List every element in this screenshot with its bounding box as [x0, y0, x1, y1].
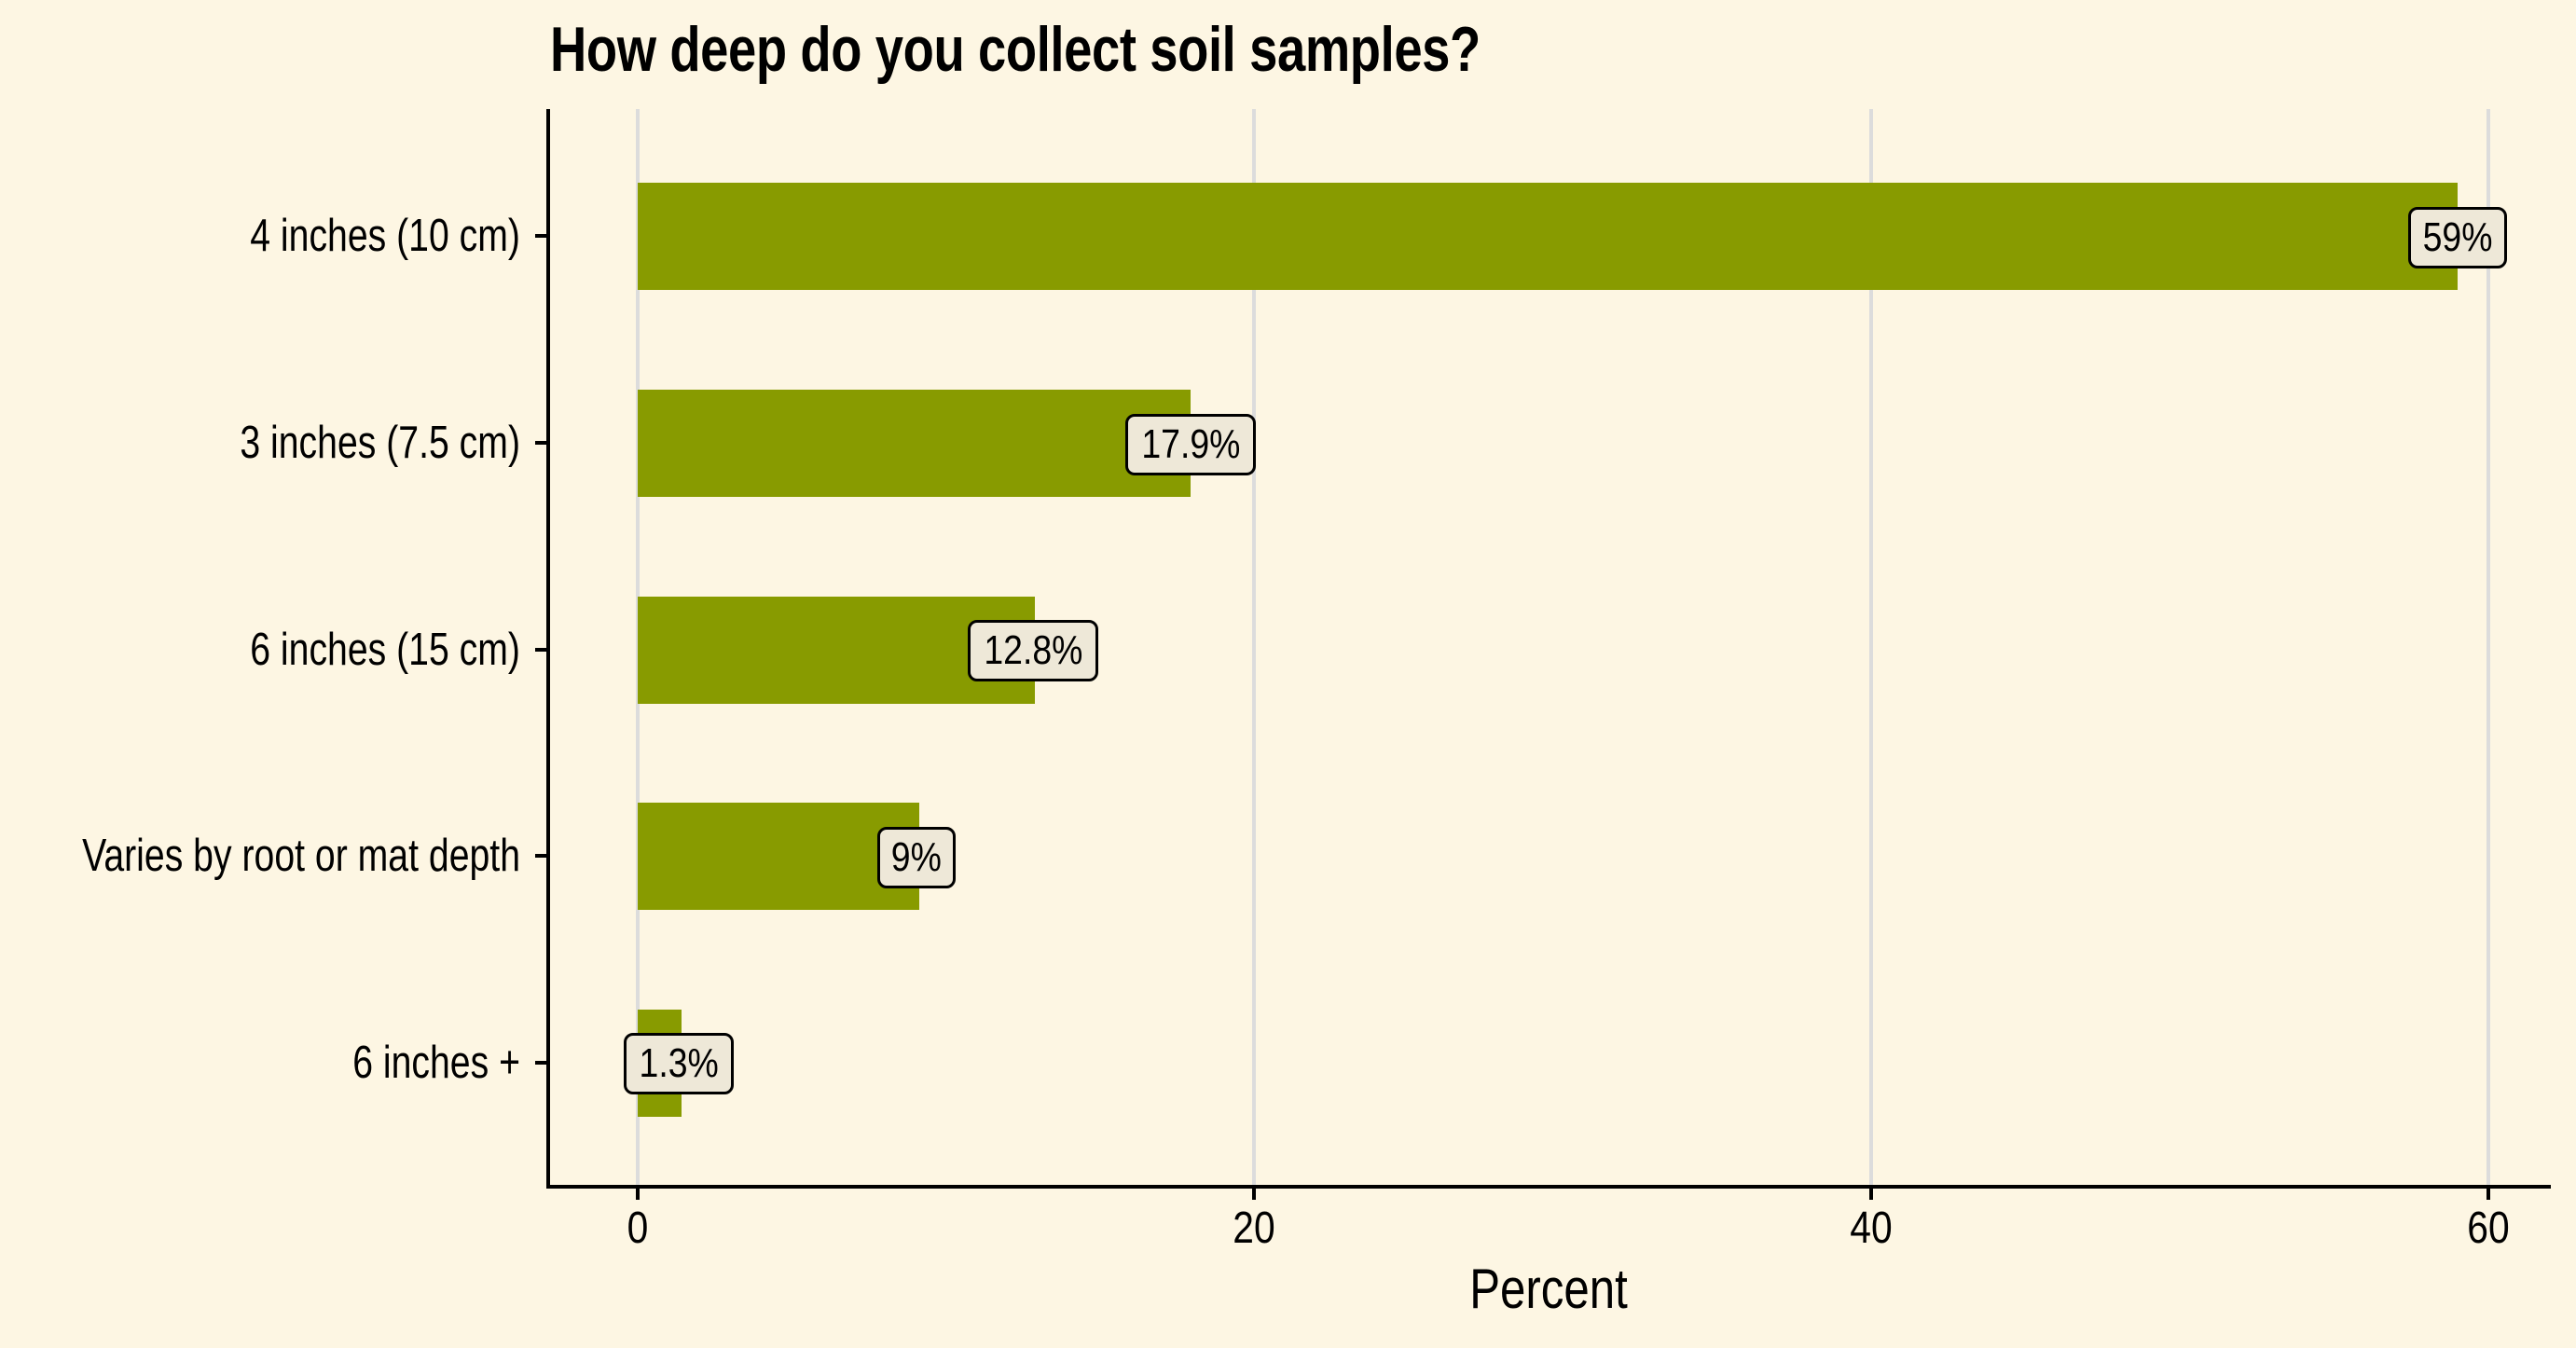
x-tick — [1252, 1189, 1256, 1200]
y-tick — [535, 648, 548, 652]
y-tick-label: 6 inches + — [352, 1038, 520, 1088]
gridline-20 — [1252, 109, 1256, 1185]
x-axis-line — [546, 1185, 2551, 1189]
x-tick-label: 60 — [2467, 1204, 2510, 1253]
bar-3-inches — [638, 390, 1191, 497]
chart-title: How deep do you collect soil samples? — [550, 14, 1481, 85]
x-tick — [1869, 1189, 1873, 1200]
x-tick — [636, 1189, 640, 1200]
value-label: 12.8% — [968, 620, 1098, 681]
y-tick-label: 6 inches (15 cm) — [250, 625, 520, 675]
y-tick-label: 3 inches (7.5 cm) — [240, 418, 520, 468]
gridline-60 — [2486, 109, 2490, 1185]
y-tick — [535, 234, 548, 238]
y-tick — [535, 441, 548, 445]
y-tick — [535, 854, 548, 858]
x-axis-title: Percent — [1469, 1258, 1628, 1320]
bar-varies — [638, 803, 919, 910]
value-label: 59% — [2408, 207, 2507, 268]
value-label: 17.9% — [1125, 414, 1256, 475]
x-tick-label: 0 — [627, 1204, 649, 1253]
y-tick-label: Varies by root or mat depth — [82, 831, 521, 881]
gridline-40 — [1869, 109, 1873, 1185]
x-tick-label: 20 — [1233, 1204, 1275, 1253]
x-tick-label: 40 — [1850, 1204, 1893, 1253]
x-tick — [2486, 1189, 2490, 1200]
y-tick-label: 4 inches (10 cm) — [250, 211, 520, 261]
value-label: 9% — [877, 827, 956, 888]
bar-4-inches — [638, 183, 2458, 290]
y-tick — [535, 1061, 548, 1065]
y-axis-line — [546, 109, 550, 1189]
value-label: 1.3% — [624, 1033, 734, 1094]
